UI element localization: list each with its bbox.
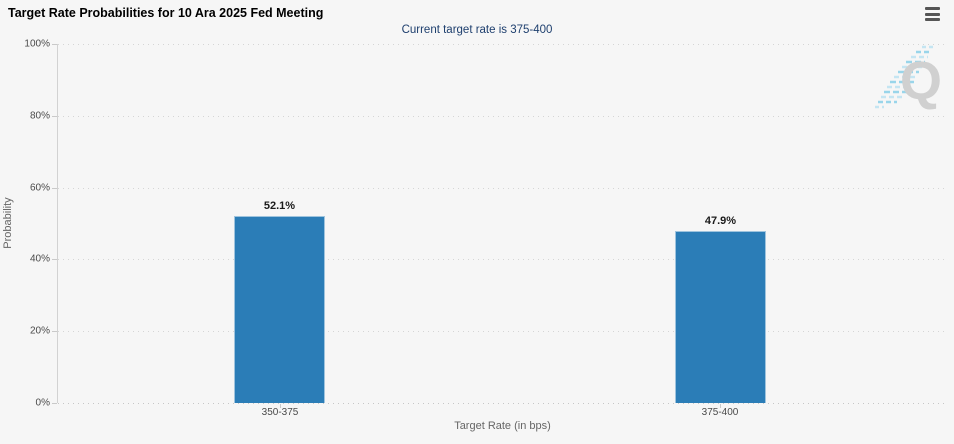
- x-tick-label: 375-400: [701, 407, 739, 418]
- q-letter: Q: [900, 51, 942, 111]
- bar-value-label: 47.9%: [704, 215, 737, 227]
- y-tick-mark: [52, 44, 57, 45]
- y-tick-label: 60%: [29, 182, 50, 194]
- y-tick-label: 40%: [29, 253, 50, 265]
- chart-context-menu-button[interactable]: [925, 7, 941, 21]
- y-tick-mark: [52, 403, 57, 404]
- y-tick-mark: [52, 188, 57, 189]
- chart-title: Target Rate Probabilities for 10 Ara 202…: [8, 6, 324, 20]
- probability-bar-350-375[interactable]: [234, 216, 325, 403]
- y-tick-label: 80%: [29, 110, 50, 122]
- y-tick-label: 0%: [35, 397, 50, 409]
- x-axis-title: Target Rate (in bps): [454, 420, 551, 432]
- y-tick-mark: [52, 116, 57, 117]
- gridline-40: [58, 259, 948, 260]
- y-tick-mark: [52, 331, 57, 332]
- hamburger-menu-icon: [925, 18, 940, 21]
- y-tick-label: 100%: [24, 38, 50, 50]
- q-logo-slash-icon: [875, 45, 933, 109]
- gridline-20: [58, 331, 948, 332]
- gridline-100: [58, 44, 948, 45]
- quandl-watermark: Q: [875, 45, 942, 111]
- y-tick-mark: [52, 259, 57, 260]
- x-tick-mark: [280, 404, 281, 408]
- x-tick-label: 350-375: [261, 407, 299, 418]
- gridline-80: [58, 116, 948, 117]
- x-tick-mark: [720, 404, 721, 408]
- gridline-60: [58, 188, 948, 189]
- probability-bar-375-400[interactable]: [675, 231, 766, 403]
- hamburger-menu-icon: [925, 7, 940, 10]
- chart-subtitle: Current target rate is 375-400: [401, 24, 553, 36]
- y-tick-label: 20%: [29, 325, 50, 337]
- y-axis-title: Probability: [2, 197, 14, 249]
- y-axis-line: [57, 44, 58, 403]
- bar-value-label: 52.1%: [263, 200, 296, 212]
- hamburger-menu-icon: [925, 12, 940, 16]
- x-axis-line: [58, 403, 948, 404]
